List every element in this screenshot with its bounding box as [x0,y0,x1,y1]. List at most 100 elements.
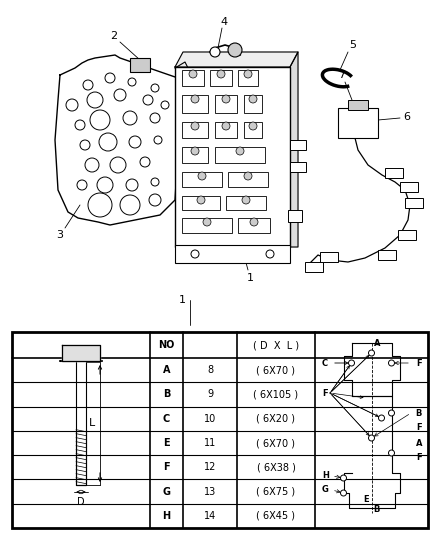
Bar [305,262,323,272]
Text: ( 6X45 ): ( 6X45 ) [257,511,296,521]
Circle shape [150,113,160,123]
Circle shape [389,450,395,456]
Bar [398,230,416,240]
Bar [238,218,270,233]
Polygon shape [290,52,298,247]
Text: 3: 3 [57,230,64,240]
Circle shape [198,172,206,180]
Text: F: F [417,454,422,463]
Bar [238,70,258,86]
Text: 13: 13 [204,487,216,497]
Bar [182,95,208,113]
Circle shape [203,218,211,226]
Bar [244,95,262,113]
Circle shape [368,435,374,441]
Circle shape [66,99,78,111]
Circle shape [120,195,140,215]
Circle shape [83,80,93,90]
Text: 1: 1 [179,295,186,305]
Text: NO: NO [158,340,175,350]
Text: 11: 11 [204,438,216,448]
Text: 10: 10 [204,414,216,424]
Text: ( 6X70 ): ( 6X70 ) [257,438,296,448]
Circle shape [222,122,230,130]
Circle shape [249,122,257,130]
Circle shape [97,177,113,193]
Circle shape [85,158,99,172]
Text: E: E [364,496,369,505]
Circle shape [340,475,346,481]
Circle shape [128,78,136,86]
Circle shape [75,120,85,130]
Polygon shape [175,52,298,67]
Bar [228,172,268,187]
Circle shape [149,194,161,206]
Circle shape [87,92,103,108]
Text: L: L [89,418,95,429]
Circle shape [77,180,87,190]
Circle shape [191,95,199,103]
Text: H: H [162,511,170,521]
Circle shape [161,101,169,109]
Bar [215,122,237,138]
Circle shape [217,70,225,78]
Bar [320,252,338,262]
Text: 14: 14 [204,511,216,521]
Bar [182,147,208,163]
Circle shape [154,136,162,144]
Text: G: G [162,487,170,497]
Circle shape [250,218,258,226]
Circle shape [368,350,374,356]
Text: 6: 6 [403,112,410,122]
Circle shape [244,70,252,78]
Circle shape [236,147,244,155]
Circle shape [389,410,395,416]
Circle shape [189,70,197,78]
Circle shape [228,43,242,57]
Circle shape [105,73,115,83]
Circle shape [249,95,257,103]
Bar [405,198,423,208]
Text: E: E [163,438,170,448]
Circle shape [129,136,141,148]
Bar [244,122,262,138]
Circle shape [126,179,138,191]
Bar [182,122,208,138]
Bar [290,140,306,150]
Circle shape [340,490,346,496]
Text: ( 6X38 ): ( 6X38 ) [257,462,296,472]
Text: D: D [77,497,85,507]
Circle shape [191,250,199,258]
Bar [12,332,428,528]
Text: F: F [417,359,422,367]
Circle shape [197,196,205,204]
Text: B: B [373,505,380,514]
Circle shape [88,193,112,217]
Text: ( 6X105 ): ( 6X105 ) [254,390,299,399]
Bar [130,58,150,72]
Bar [215,147,265,163]
Text: 9: 9 [207,390,213,399]
Circle shape [140,157,150,167]
Text: ( 6X75 ): ( 6X75 ) [256,487,296,497]
Circle shape [266,250,274,258]
Bar [226,196,266,210]
Circle shape [99,133,117,151]
Text: 4: 4 [220,17,228,27]
Text: 5: 5 [350,40,357,50]
Circle shape [191,147,199,155]
Text: A: A [163,365,170,375]
Bar [210,70,232,86]
Text: 2: 2 [110,31,117,41]
Circle shape [143,95,153,105]
Text: C: C [163,414,170,424]
Text: ( 6X20 ): ( 6X20 ) [257,414,296,424]
Circle shape [222,95,230,103]
Circle shape [210,47,220,57]
Bar [182,70,204,86]
Text: 8: 8 [207,365,213,375]
Circle shape [110,157,126,173]
Bar [175,245,290,263]
Circle shape [244,172,252,180]
Bar [182,172,222,187]
